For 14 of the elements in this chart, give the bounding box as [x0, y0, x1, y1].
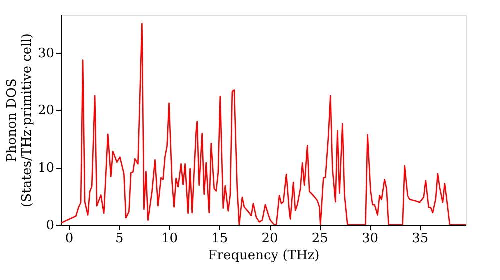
x-axis-title: Frequency (THz): [208, 248, 320, 264]
x-tick-label: 15: [212, 232, 228, 246]
x-tick-label: 10: [161, 232, 178, 246]
y-tick-label: 0: [46, 218, 54, 234]
x-tick-label: 5: [116, 232, 124, 246]
x-tick-label: 30: [362, 232, 379, 246]
y-tick-label: 10: [38, 161, 54, 176]
x-tick-label: 20: [262, 232, 278, 246]
y-axis-title: Phonon DOS (States/THz·primitive cell): [4, 33, 35, 208]
y-tick-label: 30: [38, 46, 54, 62]
x-tick-label: 0: [65, 232, 74, 246]
x-tick-label: 35: [412, 232, 429, 246]
y-tick-label: 20: [38, 104, 54, 119]
x-tick-label: 25: [312, 232, 328, 246]
